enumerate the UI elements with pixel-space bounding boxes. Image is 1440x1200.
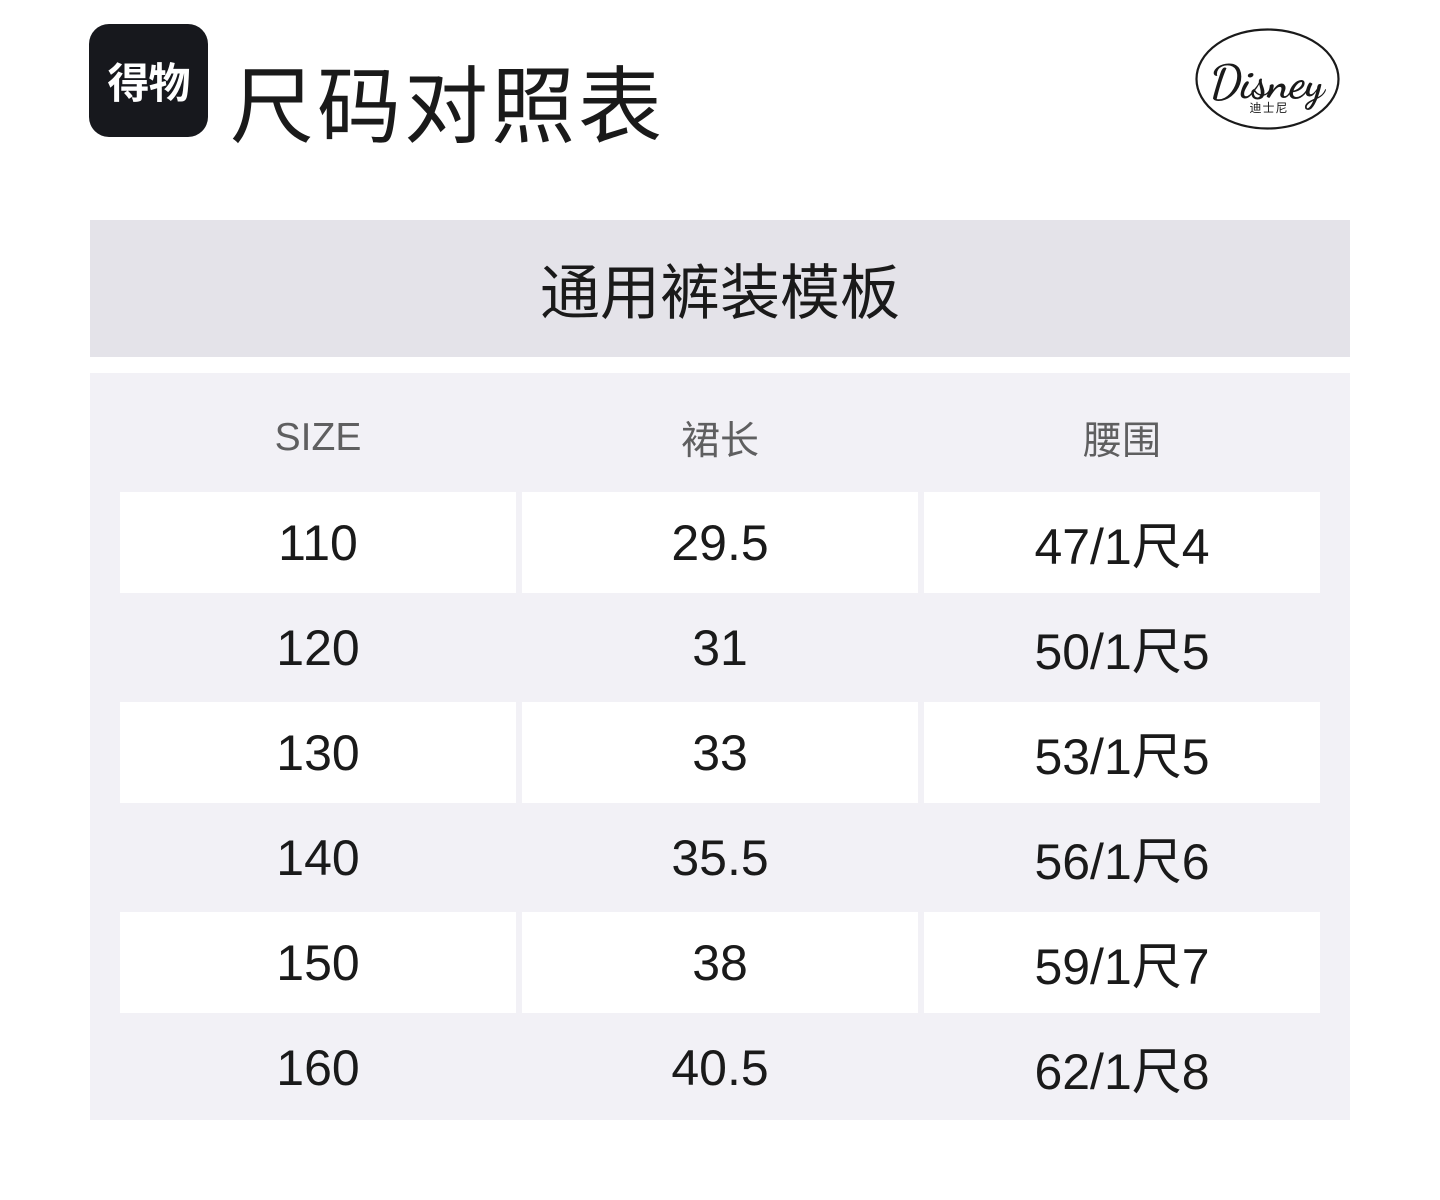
- svg-text:迪士尼: 迪士尼: [1249, 101, 1288, 115]
